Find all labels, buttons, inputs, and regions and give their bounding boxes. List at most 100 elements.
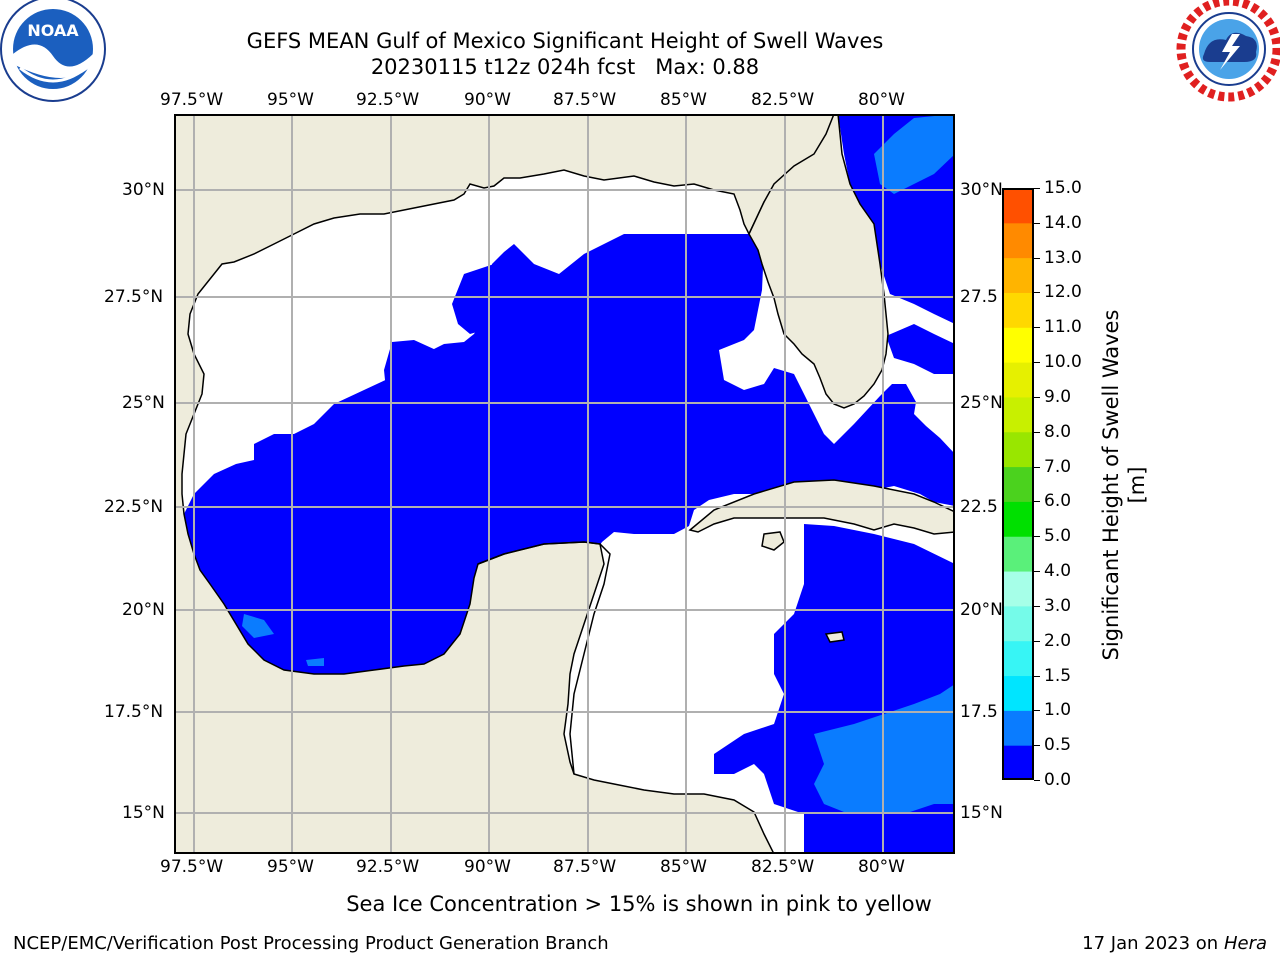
- footer-credit: NCEP/EMC/Verification Post Processing Pr…: [13, 933, 609, 954]
- colorbar-segment: [1002, 292, 1034, 328]
- lon-label-top: 95°W: [267, 90, 314, 110]
- lon-label-top: 82.5°W: [751, 90, 815, 110]
- colorbar-segment: [1002, 466, 1034, 502]
- colorbar-tick-mark: [1034, 222, 1040, 224]
- colorbar-tick-label: 0.5: [1044, 735, 1072, 756]
- colorbar-tick-label: 1.0: [1044, 700, 1072, 721]
- colorbar-tick-label: 7.0: [1044, 456, 1072, 477]
- map-panel: [174, 114, 955, 854]
- lat-label-right: 17.5: [960, 702, 998, 722]
- lat-label-right: 20°N: [960, 600, 1003, 620]
- colorbar-tick-mark: [1034, 188, 1040, 189]
- colorbar-tick-label: 10.0: [1044, 352, 1082, 373]
- sea-ice-note: Sea Ice Concentration > 15% is shown in …: [346, 892, 932, 916]
- colorbar-segment: [1002, 710, 1034, 746]
- lat-label-right: 22.5: [960, 497, 998, 517]
- lon-label-top: 97.5°W: [160, 90, 224, 110]
- footer-date: 17 Jan 2023 on Hera: [1082, 933, 1267, 955]
- lat-label-left: 22.5°N: [104, 497, 164, 517]
- lat-label-left: 25°N: [122, 393, 165, 413]
- gridlines: [174, 114, 955, 854]
- colorbar-tick-mark: [1034, 501, 1040, 503]
- colorbar-segment: [1002, 431, 1034, 468]
- colorbar-tick-label: 3.0: [1044, 595, 1072, 616]
- colorbar-tick-mark: [1034, 327, 1040, 329]
- colorbar-tick-mark: [1034, 745, 1040, 747]
- map-frame: [174, 114, 955, 854]
- colorbar-tick-label: 2.0: [1044, 630, 1072, 651]
- noaa-logo: NOAA: [0, 0, 108, 104]
- colorbar-tick-label: 15.0: [1044, 178, 1082, 198]
- colorbar-tick-label: 5.0: [1044, 526, 1072, 547]
- colorbar-segment: [1002, 396, 1034, 433]
- colorbar-tick-mark: [1034, 396, 1040, 398]
- lon-label-bottom: 85°W: [660, 857, 707, 877]
- colorbar-segment: [1002, 188, 1034, 224]
- lon-label-top: 87.5°W: [553, 90, 617, 110]
- lat-label-right: 15°N: [960, 803, 1003, 823]
- colorbar-label-wrap: Significant Height of Swell Waves [m]: [1094, 300, 1154, 670]
- colorbar-tick-mark: [1034, 675, 1040, 677]
- colorbar-tick-mark: [1034, 605, 1040, 607]
- lon-label-bottom: 90°W: [464, 857, 511, 877]
- colorbar-segment: [1002, 362, 1034, 398]
- colorbar-tick-label: 14.0: [1044, 212, 1082, 233]
- lat-label-left: 17.5°N: [104, 702, 164, 722]
- chart-subtitle: 20230115 t12z 024h fcst Max: 0.88: [370, 55, 760, 79]
- colorbar-tick-label: 6.0: [1044, 491, 1072, 512]
- colorbar-segment: [1002, 571, 1034, 607]
- lat-label-left: 20°N: [122, 600, 165, 620]
- colorbar-tick-label: 13.0: [1044, 247, 1082, 268]
- lon-label-top: 80°W: [858, 90, 905, 110]
- colorbar-tick-mark: [1034, 780, 1040, 781]
- lon-label-bottom: 87.5°W: [553, 857, 617, 877]
- colorbar-ticks: 0.0 0.5 1.0 1.5 2.0 3.0 4.0 5.0 6.0 7.0 8.0 9.0 10.0…: [1034, 178, 1098, 790]
- colorbar-tick-label: 9.0: [1044, 386, 1072, 407]
- colorbar-tick-mark: [1034, 640, 1040, 642]
- colorbar-segment: [1002, 605, 1034, 642]
- colorbar-scale: [1002, 188, 1034, 781]
- chart-title: GEFS MEAN Gulf of Mexico Significant Hei…: [246, 29, 884, 53]
- lat-label-right: 27.5: [960, 287, 998, 307]
- lon-label-top: 92.5°W: [356, 90, 420, 110]
- colorbar-segment: [1002, 501, 1034, 537]
- colorbar-tick-mark: [1034, 362, 1040, 364]
- lon-label-top: 85°W: [660, 90, 707, 110]
- lat-label-left: 15°N: [122, 803, 165, 823]
- colorbar-label: Significant Height of Swell Waves [m]: [1099, 309, 1149, 661]
- colorbar-tick-mark: [1034, 571, 1040, 573]
- lat-label-left: 27.5°N: [104, 287, 164, 307]
- colorbar-tick-mark: [1034, 292, 1040, 294]
- colorbar-tick-label: 8.0: [1044, 421, 1072, 442]
- colorbar-tick-mark: [1034, 710, 1040, 712]
- noaa-logo-text: NOAA: [27, 21, 79, 40]
- lat-label-left: 30°N: [122, 180, 165, 200]
- colorbar-tick-mark: [1034, 536, 1040, 538]
- colorbar-segment: [1002, 640, 1034, 677]
- colorbar: [1002, 188, 1034, 781]
- colorbar-segment: [1002, 327, 1034, 363]
- lon-label-bottom: 82.5°W: [751, 857, 815, 877]
- colorbar-segment: [1002, 222, 1034, 259]
- colorbar-tick-mark: [1034, 257, 1040, 259]
- colorbar-segment: [1002, 257, 1034, 293]
- colorbar-tick-label: 0.0: [1044, 770, 1072, 790]
- lat-label-right: 25°N: [960, 393, 1003, 413]
- lon-label-bottom: 95°W: [267, 857, 314, 877]
- colorbar-tick-label: 1.5: [1044, 665, 1072, 686]
- footer-date-text: 17 Jan 2023 on: [1082, 933, 1224, 954]
- colorbar-segment: [1002, 536, 1034, 572]
- lat-label-right: 30°N: [960, 180, 1003, 200]
- colorbar-tick-label: 11.0: [1044, 317, 1082, 338]
- lon-label-bottom: 80°W: [858, 857, 905, 877]
- colorbar-tick-mark: [1034, 431, 1040, 433]
- colorbar-tick-mark: [1034, 466, 1040, 468]
- lon-label-bottom: 92.5°W: [356, 857, 420, 877]
- colorbar-segment: [1002, 745, 1034, 781]
- colorbar-frame: [1002, 188, 1034, 780]
- lon-label-top: 90°W: [464, 90, 511, 110]
- colorbar-segment: [1002, 675, 1034, 711]
- lon-label-bottom: 97.5°W: [160, 857, 224, 877]
- footer-machine: Hera: [1223, 933, 1267, 954]
- colorbar-tick-label: 12.0: [1044, 282, 1082, 303]
